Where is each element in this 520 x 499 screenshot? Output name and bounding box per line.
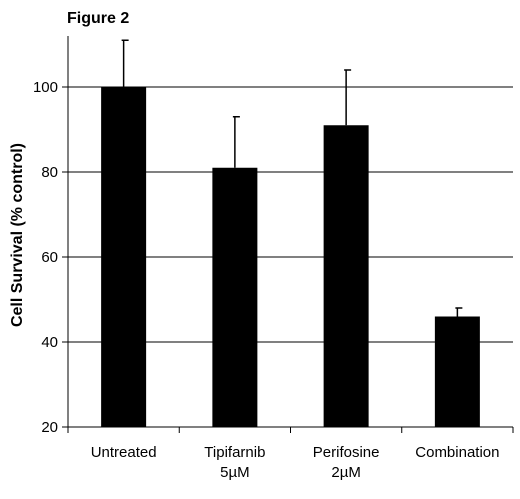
y-tick-label: 20 [41,419,58,436]
bars [101,87,480,427]
y-tick-label: 60 [41,249,58,266]
axes [62,36,514,433]
bar [101,87,147,427]
y-tick-labels: 20 40 60 80 100 [33,79,58,436]
bar [434,316,480,427]
bar [212,167,258,427]
error-bars [121,39,463,317]
y-tick-label: 40 [41,334,58,351]
y-tick-label: 100 [33,79,58,96]
bar [323,125,369,427]
x-category-label: Tipifarnib [204,444,265,461]
x-category-labels: Untreated Tipifarnib 5µM Perifosine 2µM Combi… [91,444,500,481]
x-category-label: Perifosine [313,444,380,461]
x-category-label: 2µM [331,464,360,481]
x-category-label: Combination [415,444,499,461]
y-tick-label: 80 [41,164,58,181]
figure-title: Figure 2 [67,10,130,27]
x-category-label: 5µM [220,464,249,481]
x-category-label: Untreated [91,444,157,461]
